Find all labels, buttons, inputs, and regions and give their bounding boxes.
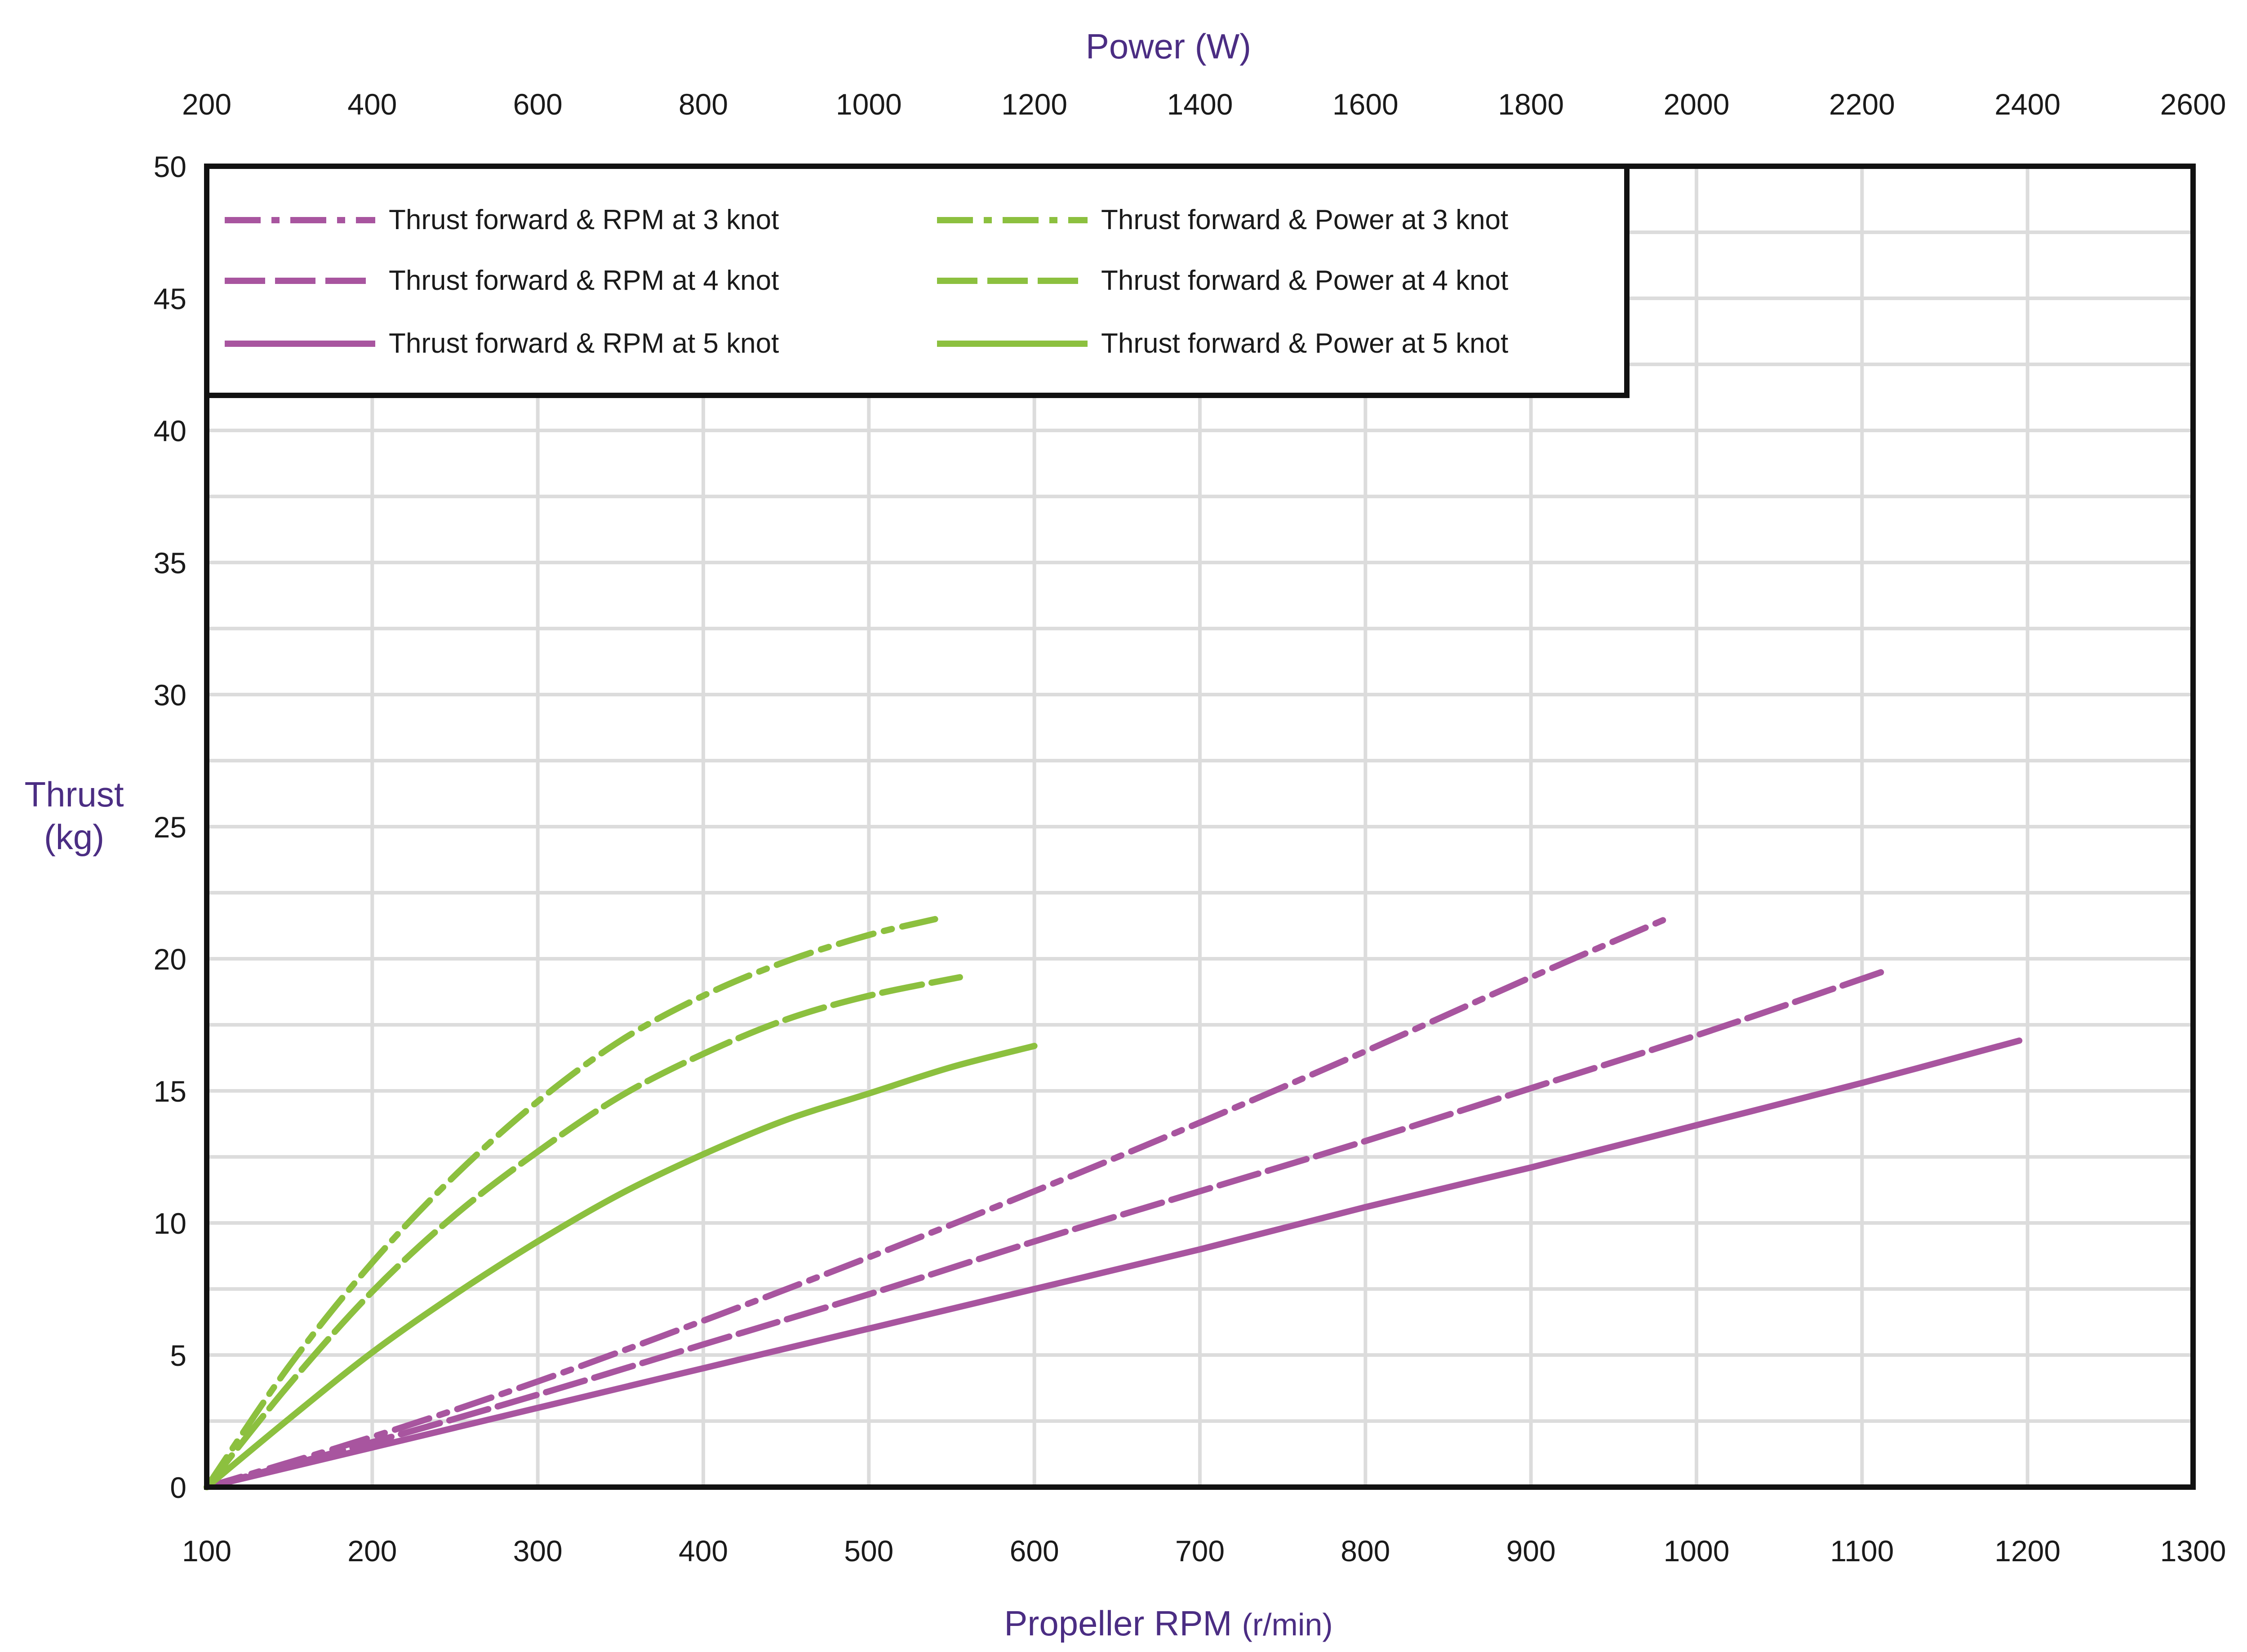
x-bottom-tick-label: 1000 <box>1664 1534 1730 1568</box>
x-top-tick-label: 800 <box>679 88 728 121</box>
x-top-tick-label: 2000 <box>1664 88 1730 121</box>
bottom-axis-label: Propeller RPM <box>1004 1603 1232 1643</box>
top-axis-title: Power (W) <box>1086 27 1251 66</box>
series-line-3 <box>204 1037 2023 1490</box>
x-top-tick-label: 2400 <box>1994 88 2060 121</box>
y-axis-title-line2: (kg) <box>44 817 104 857</box>
legend-label-6: Thrust forward & Power at 5 knot <box>1101 328 1508 359</box>
x-bottom-tick-label: 1100 <box>1830 1534 1894 1568</box>
x-bottom-tick-label: 500 <box>844 1534 893 1568</box>
x-bottom-tick-label: 200 <box>347 1534 397 1568</box>
legend-label-2: Thrust forward & RPM at 4 knot <box>389 265 779 296</box>
series-line-6 <box>204 1043 1038 1490</box>
y-tick-label: 0 <box>170 1471 187 1504</box>
x-top-tick-label: 1800 <box>1498 88 1564 121</box>
series-line-2 <box>204 969 1885 1490</box>
y-tick-label: 10 <box>154 1207 187 1240</box>
x-bottom-tick-label: 600 <box>1010 1534 1059 1568</box>
x-bottom-tick-label: 1300 <box>2160 1534 2226 1568</box>
legend-label-3: Thrust forward & RPM at 5 knot <box>389 328 779 359</box>
y-tick-label: 40 <box>154 414 187 447</box>
y-tick-label: 25 <box>154 810 187 844</box>
series-line-5 <box>204 974 963 1490</box>
y-tick-label: 5 <box>170 1339 187 1372</box>
x-bottom-tick-label: 100 <box>182 1534 231 1568</box>
x-bottom-tick-label: 800 <box>1341 1534 1390 1568</box>
x-top-tick-label: 1600 <box>1332 88 1399 121</box>
legend: Thrust forward & RPM at 3 knot Thrust for… <box>204 164 1630 398</box>
x-top-tick-label: 400 <box>347 88 397 121</box>
x-top-tick-label: 1400 <box>1167 88 1233 121</box>
x-bottom-tick-label: 1200 <box>1994 1534 2060 1568</box>
y-axis-title-line1: Thrust <box>24 775 124 814</box>
x-top-tick-label: 1200 <box>1001 88 1067 121</box>
tick-labels: 100 200 300 400 500 600 700 800 900 1000 1100 1200 1… <box>154 88 2226 1568</box>
y-tick-label: 30 <box>154 678 187 712</box>
y-tick-label: 35 <box>154 546 187 580</box>
x-top-tick-label: 2600 <box>2160 88 2226 121</box>
y-tick-label: 15 <box>154 1075 187 1108</box>
x-bottom-tick-label: 400 <box>679 1534 728 1568</box>
x-bottom-tick-label: 300 <box>513 1534 563 1568</box>
y-tick-label: 45 <box>154 282 187 315</box>
x-bottom-tick-label: 700 <box>1175 1534 1225 1568</box>
legend-label-4: Thrust forward & Power at 3 knot <box>1101 204 1508 235</box>
x-top-tick-label: 1000 <box>836 88 902 121</box>
x-bottom-tick-label: 900 <box>1506 1534 1556 1568</box>
bottom-axis-title: Propeller RPM (r/min) <box>1004 1603 1332 1643</box>
y-tick-label: 20 <box>154 943 187 976</box>
series-line-1 <box>204 913 1675 1490</box>
legend-label-1: Thrust forward & RPM at 3 knot <box>389 204 779 235</box>
legend-box <box>204 164 1630 398</box>
series-line-4 <box>204 916 938 1490</box>
series-lines <box>204 913 2023 1490</box>
y-tick-label: 50 <box>154 150 187 183</box>
bottom-axis-unit: (r/min) <box>1242 1607 1332 1642</box>
legend-label-5: Thrust forward & Power at 4 knot <box>1101 265 1508 296</box>
x-top-tick-label: 200 <box>182 88 231 121</box>
x-top-tick-label: 600 <box>513 88 563 121</box>
x-top-tick-label: 2200 <box>1829 88 1895 121</box>
